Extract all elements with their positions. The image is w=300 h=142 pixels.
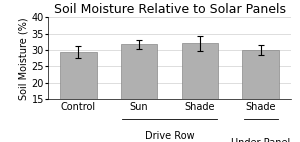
Bar — [242, 50, 279, 142]
Y-axis label: Soil Moisture (%): Soil Moisture (%) — [19, 17, 28, 100]
Text: Drive Row: Drive Row — [145, 131, 194, 141]
Bar — [60, 52, 97, 142]
Text: Under Panel: Under Panel — [231, 138, 290, 142]
Title: Soil Moisture Relative to Solar Panels: Soil Moisture Relative to Solar Panels — [53, 3, 286, 16]
Bar — [182, 43, 218, 142]
Bar — [121, 44, 157, 142]
